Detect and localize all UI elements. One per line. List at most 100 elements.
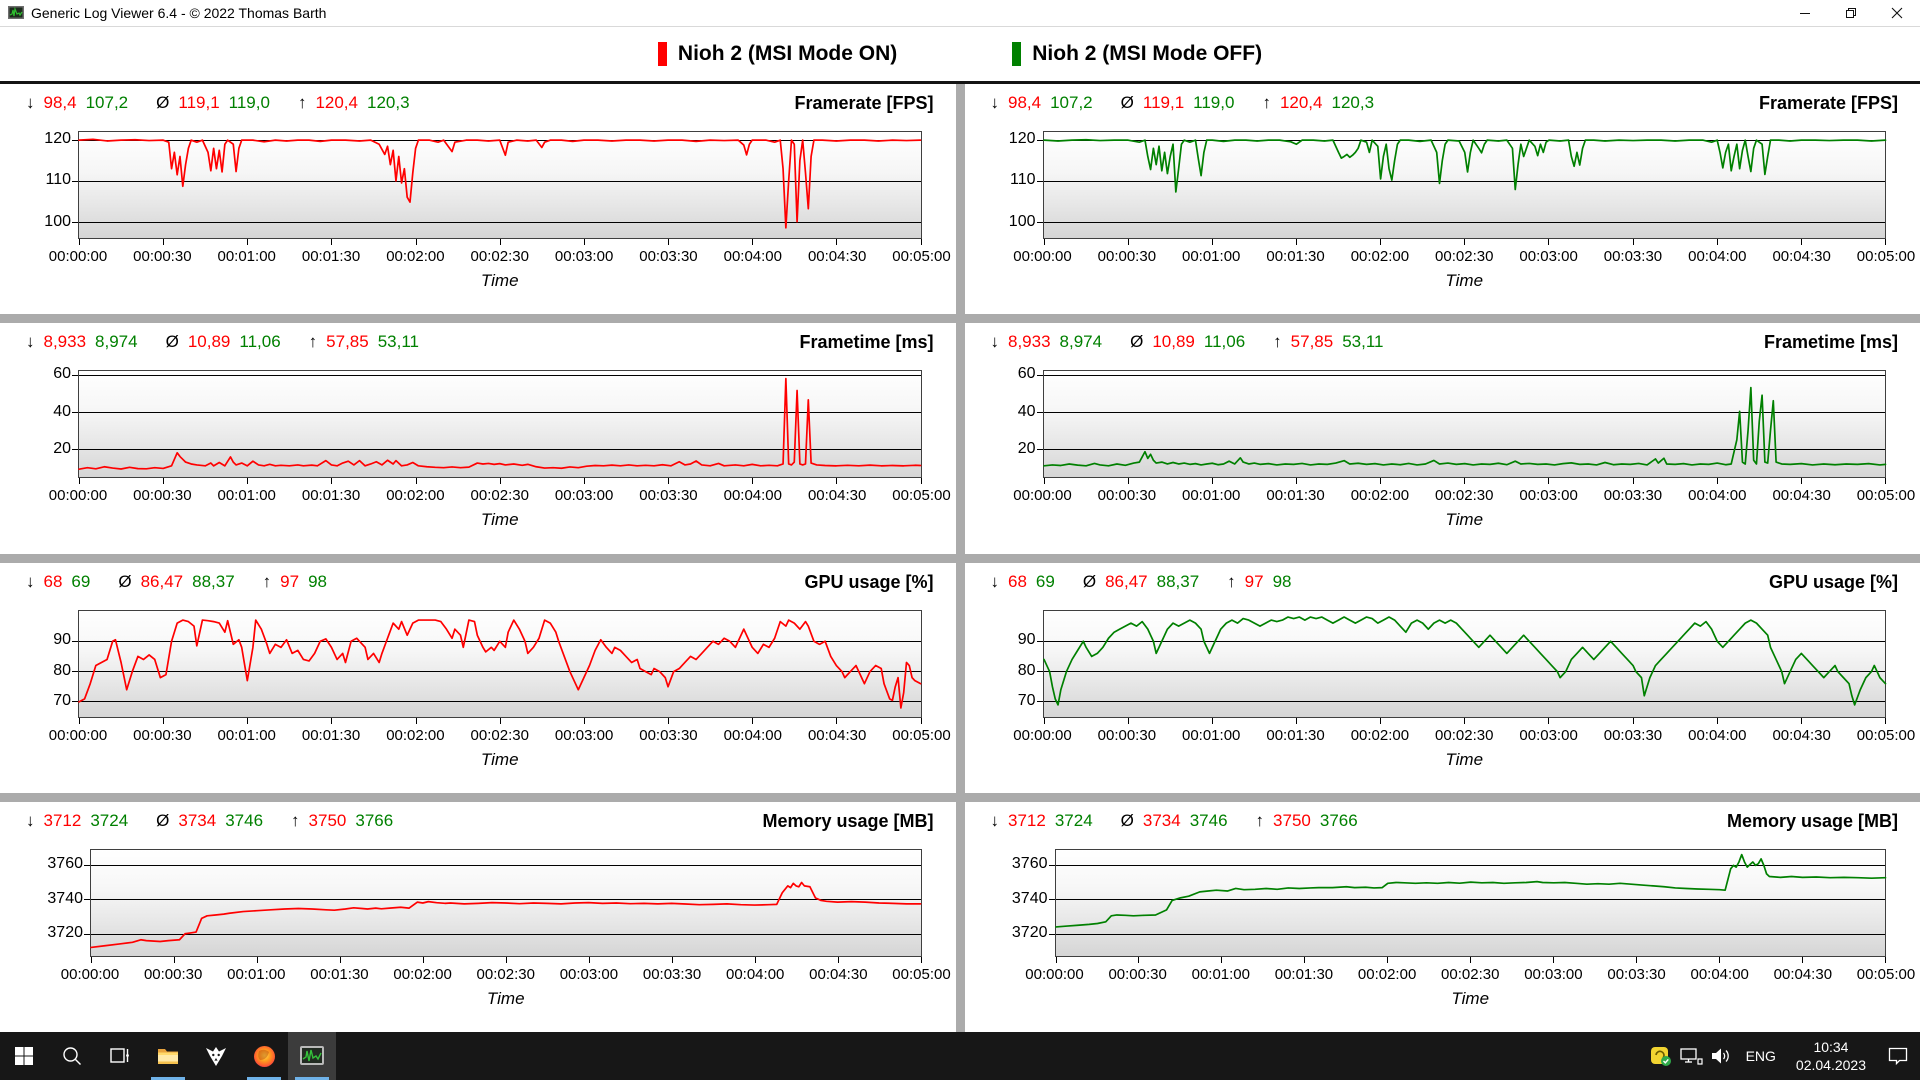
stat-min-msi-off: 3724 <box>90 810 129 830</box>
chart-stats: ↓ 3712 3724 Ø 3734 3746 ↑ 3750 3766 <box>991 811 1901 831</box>
x-tick-label: 00:05:00 <box>892 726 951 744</box>
x-tick <box>1464 717 1466 724</box>
x-tick-label: 00:01:30 <box>1274 965 1334 983</box>
restore-icon <box>1846 8 1856 18</box>
language-indicator[interactable]: ENG <box>1745 1048 1776 1064</box>
x-tick-label: 00:01:00 <box>227 965 286 983</box>
task-view-button[interactable] <box>96 1032 144 1080</box>
x-tick <box>836 239 838 245</box>
gridline <box>1043 671 1885 673</box>
notification-center-button[interactable] <box>1876 1045 1920 1067</box>
x-tick-label: 00:03:00 <box>554 487 614 505</box>
gridline <box>1043 449 1885 451</box>
chart-title: Framerate [FPS] <box>1758 93 1898 113</box>
clock-date: 02.04.2023 <box>1795 1057 1866 1073</box>
y-tick-label: 3740 <box>47 889 83 907</box>
x-tick <box>415 239 417 245</box>
stat-group-max: ↑ 57,85 53,11 <box>1273 332 1383 352</box>
x-tick-label: 00:00:30 <box>133 487 192 505</box>
x-tick-label: 00:03:30 <box>1607 965 1666 983</box>
volume-tray-icon[interactable] <box>1706 1045 1736 1067</box>
y-tick-label: 3720 <box>47 924 83 942</box>
x-tick-label: 00:03:00 <box>559 965 619 983</box>
gridline <box>91 933 921 935</box>
x-tick-label: 00:01:00 <box>217 726 276 744</box>
chart-title: Frametime [ms] <box>1763 332 1898 353</box>
stat-avg-msi-on: 86,47 <box>1105 571 1148 591</box>
plot-column: 00:00:00 00:00:30 00:01:00 00:01:30 00:02:00… <box>1025 848 1915 1009</box>
stat-min-msi-on: 98,4 <box>1008 93 1042 112</box>
stat-avg-msi-off: 119,0 <box>1193 93 1235 112</box>
restore-button[interactable] <box>1828 0 1874 26</box>
y-tick <box>1036 412 1043 414</box>
close-button[interactable] <box>1874 0 1920 26</box>
gridline <box>91 865 921 867</box>
stat-max-msi-off: 3766 <box>1319 810 1358 830</box>
x-tick <box>1802 956 1804 963</box>
x-tick <box>1295 239 1297 245</box>
x-tick <box>752 478 754 485</box>
x-tick <box>1636 956 1638 963</box>
taskbar-clock[interactable]: 10:34 02.04.2023 <box>1786 1038 1876 1074</box>
security-tray-icon[interactable] <box>1646 1045 1676 1067</box>
stat-max-msi-on: 97 <box>1244 571 1264 591</box>
x-tick <box>1885 717 1886 724</box>
series-line-frametime-msi-on <box>79 371 921 477</box>
gridline <box>79 449 921 451</box>
y-axis: 120 110 100 <box>991 130 1043 291</box>
x-tick <box>1716 717 1718 724</box>
x-tick-label: 00:03:00 <box>554 726 614 744</box>
x-tick <box>1127 239 1129 245</box>
search-button[interactable] <box>48 1032 96 1080</box>
firefox-button[interactable] <box>240 1032 288 1080</box>
x-tick <box>836 478 838 485</box>
start-button[interactable] <box>0 1032 48 1080</box>
close-icon <box>1891 7 1903 19</box>
plot-column: 00:00:00 00:00:30 00:01:00 00:01:30 00:02:00… <box>1013 370 1915 530</box>
x-tick <box>1800 239 1802 245</box>
network-tray-icon[interactable] <box>1676 1045 1706 1067</box>
max-symbol-icon: ↑ <box>1273 332 1282 352</box>
x-tick <box>331 717 333 724</box>
gridline <box>1043 640 1885 642</box>
plot-region <box>84 848 922 963</box>
foobar2000-button[interactable] <box>192 1032 240 1080</box>
file-explorer-button[interactable] <box>144 1032 192 1080</box>
x-tick <box>1043 239 1045 245</box>
stat-group-min: ↓ 3712 3724 <box>991 811 1093 831</box>
x-axis-labels: 00:00:00 00:00:30 00:01:00 00:01:30 00:02:00… <box>1025 965 1915 986</box>
y-tick <box>1048 899 1055 901</box>
stat-max-msi-off: 98 <box>308 571 328 591</box>
x-axis-labels: 00:00:00 00:00:30 00:01:00 00:01:30 00:02:00… <box>1013 727 1915 747</box>
x-axis-labels: 00:00:00 00:00:30 00:01:00 00:01:30 00:02:00… <box>49 726 951 747</box>
plot-region <box>72 609 922 724</box>
max-symbol-icon: ↑ <box>291 810 300 830</box>
chart-panel-head: ↓ 98,4 107,2 Ø 119,1 119,0 ↑ 120,4 120,3 Framerat… <box>26 93 936 119</box>
app-icon <box>8 6 24 19</box>
stat-group-min: ↓ 98,4 107,2 <box>991 93 1093 113</box>
y-tick <box>72 671 78 673</box>
x-tick-label: 00:02:00 <box>393 965 452 983</box>
x-tick <box>668 478 670 485</box>
chart-area: 60 40 20 00:00:00 00:00:30 00:01:00 00:01:30 00… <box>26 365 951 530</box>
y-tick-label: 70 <box>53 692 71 710</box>
generic-log-viewer-button[interactable] <box>288 1032 336 1080</box>
x-tick <box>1387 956 1389 963</box>
chart-stats: ↓ 8,933 8,974 Ø 10,89 11,06 ↑ 57,85 53,11 <box>26 332 936 352</box>
stat-group-avg: Ø 3734 3746 <box>1121 811 1228 831</box>
stat-max-msi-on: 3750 <box>308 810 347 830</box>
stat-max-msi-on: 97 <box>280 571 300 591</box>
minimize-button[interactable] <box>1782 0 1828 26</box>
x-tick <box>173 956 175 963</box>
y-tick <box>72 640 78 642</box>
max-symbol-icon: ↑ <box>262 571 272 591</box>
y-tick-label: 110 <box>1009 171 1036 189</box>
gridline <box>79 180 921 182</box>
x-tick <box>1043 717 1045 724</box>
stat-group-min: ↓ 68 69 <box>991 572 1055 592</box>
plot-column: 00:00:00 00:00:30 00:01:00 00:01:30 00:02:00… <box>1013 131 1915 291</box>
y-tick-label: 90 <box>1017 631 1036 649</box>
x-tick <box>754 956 756 963</box>
x-tick <box>1719 956 1721 963</box>
legend-item-msi-off: Nioh 2 (MSI Mode OFF) <box>1012 42 1262 66</box>
